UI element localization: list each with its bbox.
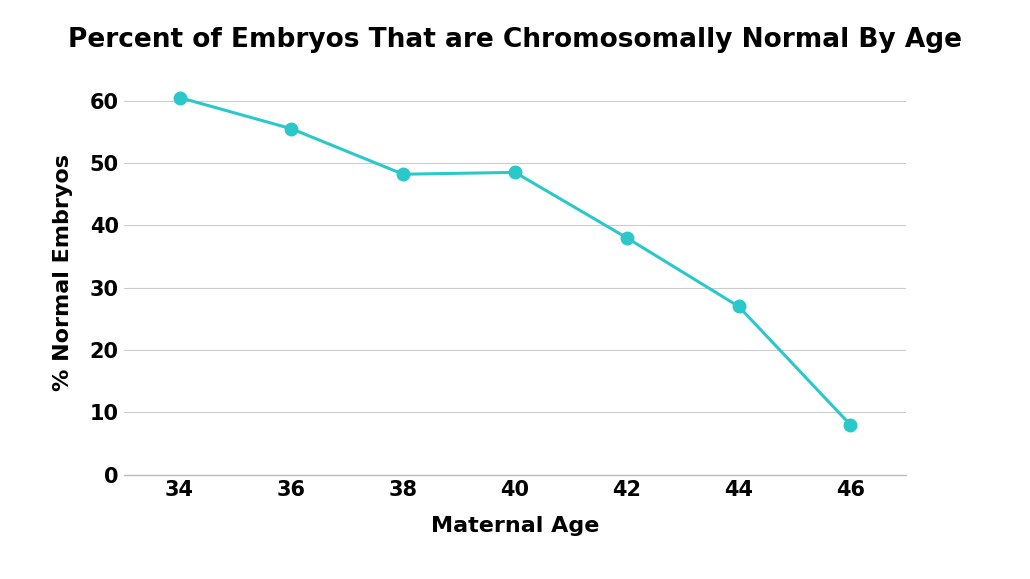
Title: Percent of Embryos That are Chromosomally Normal By Age: Percent of Embryos That are Chromosomall… [68,27,962,53]
Y-axis label: % Normal Embryos: % Normal Embryos [53,153,73,391]
X-axis label: Maternal Age: Maternal Age [431,516,599,536]
